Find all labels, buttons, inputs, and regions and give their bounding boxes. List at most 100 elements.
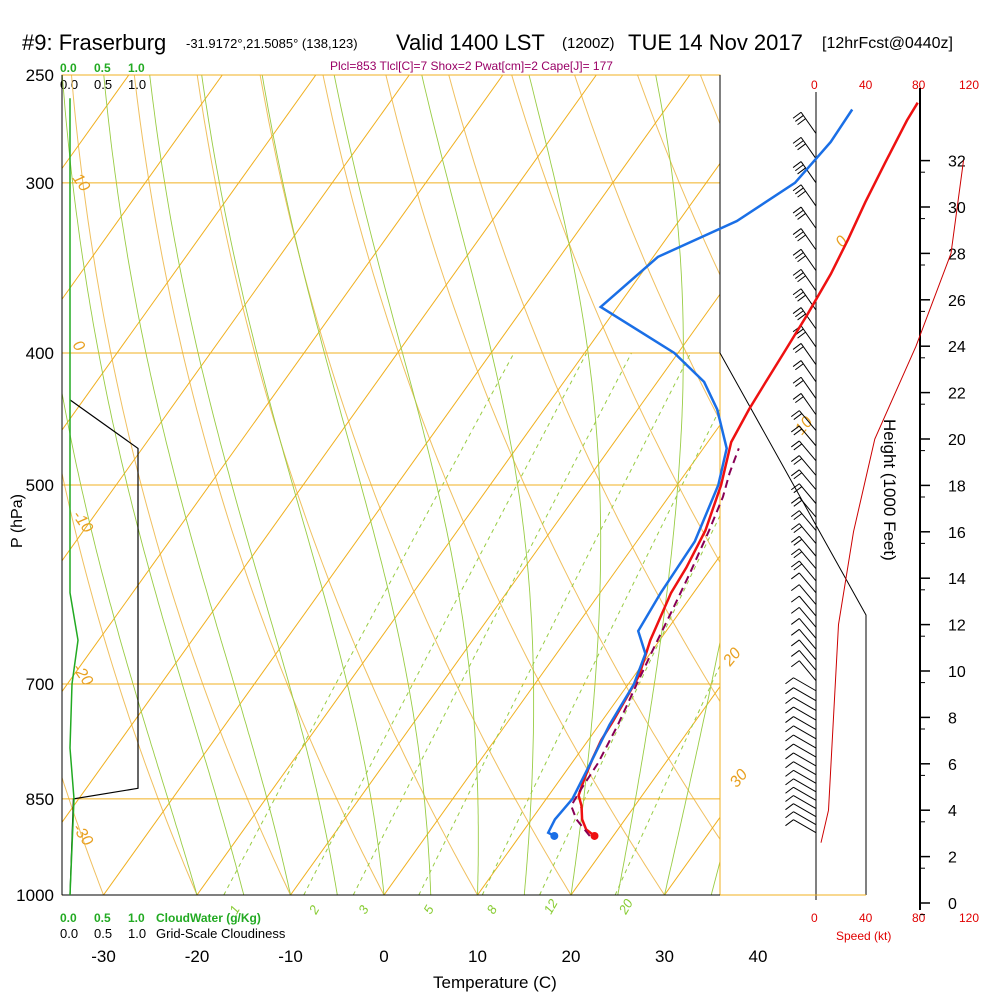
dry-adiabat-line (574, 75, 720, 422)
mixing-ratio-label: 8 (483, 902, 500, 916)
mixing-ratio-label: 12 (540, 896, 561, 917)
dry-adiabat-line (816, 51, 1000, 924)
wind-barb-feather (795, 380, 804, 387)
height-tick-label: 16 (948, 525, 966, 542)
dry-adiabat-line (133, 75, 385, 895)
dry-adiabat-line (62, 471, 198, 895)
cloudiness-tick-top: 0.5 (94, 77, 112, 92)
mixing-ratio-label: 2 (305, 902, 322, 917)
wind-barb-staff (798, 618, 817, 639)
wind-barb-feather (793, 499, 803, 507)
y-tick-labels: 250 300 400 500 700 850 1000 (16, 66, 54, 905)
cloudiness-label: Grid-Scale Cloudiness (156, 926, 286, 941)
wind-barb-feather (790, 425, 800, 433)
wind-barb-feather (792, 111, 802, 119)
wind-barb-feather (795, 396, 804, 404)
wind-barb-feather (797, 255, 806, 263)
cloudwater-label: CloudWater (g/Kg) (156, 911, 261, 925)
cloudwater-tick-bottom: 0.5 (94, 911, 111, 925)
wind-barb-feather (790, 440, 800, 448)
wind-barb-feather (790, 548, 800, 556)
wind-barb-feather (785, 778, 794, 786)
wind-barb-feather (792, 136, 802, 144)
mixing-ratio-label: 20 (615, 896, 636, 918)
wind-barb-feather (790, 483, 800, 491)
wind-barb-feather (795, 164, 804, 172)
wind-barb-staff (800, 137, 817, 159)
wind-barb-staff (798, 510, 817, 531)
wind-barb-staff (793, 795, 817, 809)
y-tick-label: 700 (26, 675, 54, 694)
wind-barb-feather (793, 486, 803, 494)
mixing-ratio-line (614, 664, 720, 895)
wind-barb-staff (798, 440, 817, 462)
wind-barb-feather (793, 443, 803, 451)
wind-barb-feather (795, 140, 804, 147)
wind-barb-feather (790, 628, 800, 636)
cloudiness-line (69, 399, 139, 896)
wind-barb-feather (785, 811, 794, 819)
dewpoint-profile (546, 108, 854, 838)
dry-adiabat-line (448, 75, 720, 703)
wind-barb-staff (793, 734, 817, 749)
forecast-run: [12hrFcst@0440z] (822, 35, 953, 52)
cloudwater-tick-bottom: 1.0 (128, 911, 145, 925)
wind-barb-feather (795, 310, 804, 318)
y-tick-label: 400 (26, 344, 54, 363)
isotherm-line (570, 685, 720, 895)
speed-tick-top: 80 (912, 78, 926, 92)
forecast-date: TUE 14 Nov 2017 (628, 30, 803, 55)
wind-barb-staff (793, 725, 817, 740)
isotherm-line (477, 554, 720, 895)
moist-adiabat-line (333, 75, 479, 895)
speed-tick-bottom: 0 (811, 911, 818, 925)
wind-barb-feather (797, 118, 806, 126)
cloudiness-tick-bottom: 0.0 (60, 926, 78, 941)
wind-barb-feather (797, 234, 806, 242)
wind-barb-feather (793, 551, 803, 559)
mixing-ratio-lines (223, 352, 720, 895)
cloudiness-tick-bottom: 0.5 (94, 926, 112, 941)
cloudiness-scale-bottom: 0.0 0.5 1.0 Grid-Scale Cloudiness (60, 926, 286, 941)
isobars (62, 74, 720, 896)
height-tick-label: 12 (948, 618, 966, 635)
wind-barb-feather (793, 513, 803, 520)
wind-barb-feather (797, 167, 806, 175)
cloudiness-tick-bottom: 1.0 (128, 926, 146, 941)
wind-barb-staff (798, 584, 817, 605)
mixing-ratio-line (418, 352, 692, 895)
wind-barb-feather (785, 752, 794, 760)
height-tick-label: 10 (948, 664, 966, 681)
height-tick-label: 20 (948, 432, 966, 449)
wind-barb-feather (785, 743, 794, 751)
wind-barb-staff (793, 743, 817, 758)
wind-barb-feather (795, 187, 804, 195)
cloud-profiles (69, 98, 139, 896)
wind-barb-feather (795, 363, 804, 371)
wind-barb-feather (792, 184, 802, 192)
wind-barb-staff (793, 752, 817, 767)
wind-barb-staff (793, 697, 817, 711)
speed-tick-bottom: 120 (959, 911, 979, 925)
dry-adiabats (62, 51, 1000, 924)
isotherm-label: 30 (727, 766, 752, 791)
cloudwater-scale-bottom: 0.0 0.5 1.0 CloudWater (g/Kg) (60, 911, 261, 925)
wind-barb-feather (795, 115, 804, 122)
wind-barb-staff (793, 819, 817, 834)
x-tick-label: 10 (468, 947, 487, 966)
moist-adiabat-line (261, 75, 432, 895)
wind-barb-feather (790, 510, 800, 518)
wind-barb-staff (793, 769, 817, 784)
height-tick-label: 32 (948, 154, 966, 171)
isotherm-line (62, 75, 223, 301)
x-tick-labels: -30 -20 -10 0 10 20 30 40 (91, 947, 767, 966)
y-tick-label: 850 (26, 790, 54, 809)
moist-adiabat-line (528, 75, 602, 895)
x-tick-label: 40 (749, 947, 768, 966)
wind-barb-feather (792, 288, 802, 296)
x-tick-label: 0 (379, 947, 388, 966)
wind-barb-staff (798, 536, 817, 557)
height-tick-label: 0 (948, 896, 957, 913)
height-tick-label: 8 (948, 710, 957, 727)
